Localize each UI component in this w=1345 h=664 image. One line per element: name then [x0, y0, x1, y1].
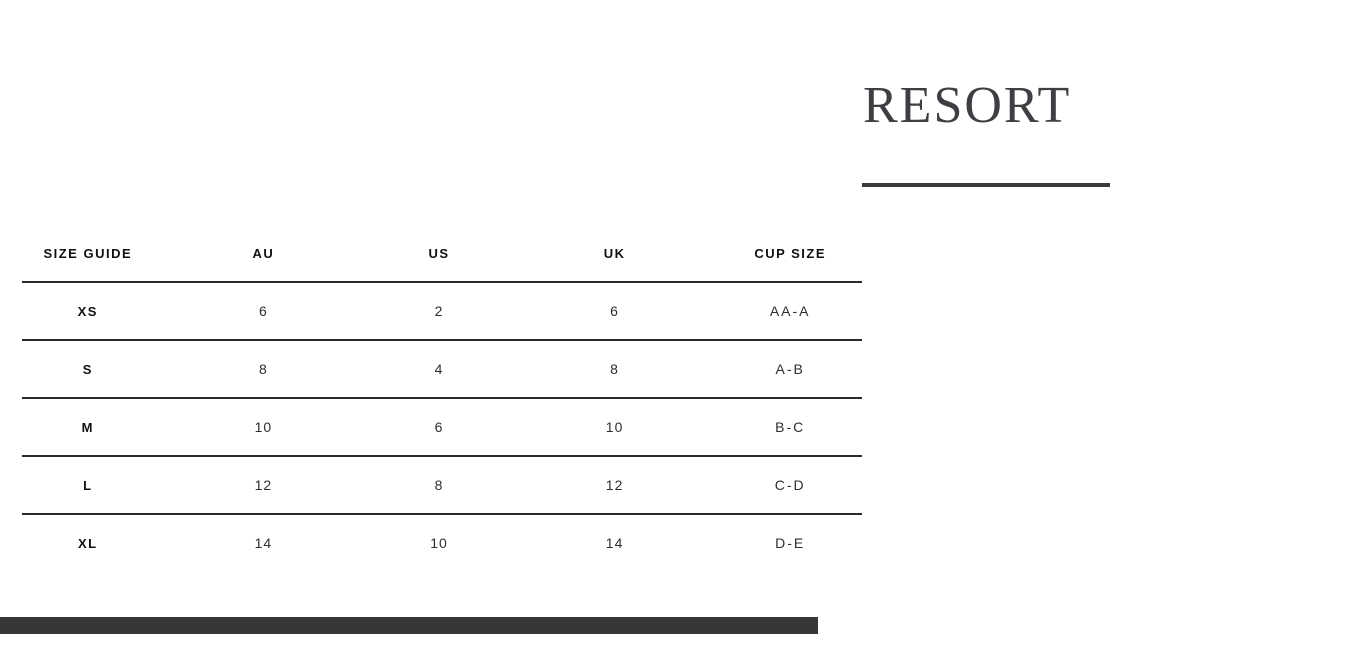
- us-value: 2: [434, 303, 444, 319]
- au-value: 8: [258, 361, 268, 377]
- us-value: 6: [434, 419, 444, 435]
- row-divider: [22, 455, 862, 457]
- table-row: M 10 6 10 B-C: [0, 399, 878, 455]
- title-underline: [862, 183, 1110, 187]
- cup-size-value: B-C: [775, 419, 806, 435]
- table-row: XL 14 10 14 D-E: [0, 515, 878, 571]
- column-header-us: US: [428, 245, 450, 261]
- uk-value: 14: [605, 535, 624, 551]
- cup-size-value: C-D: [774, 477, 806, 493]
- us-value: 8: [434, 477, 444, 493]
- table-header-row: SIZE GUIDE AU US UK CUP SIZE: [0, 225, 878, 281]
- column-header-uk: UK: [603, 245, 626, 261]
- size-label: M: [81, 419, 94, 435]
- row-divider: [22, 397, 862, 399]
- uk-value: 6: [610, 303, 619, 319]
- cup-size-value: AA-A: [769, 303, 811, 319]
- cup-size-value: D-E: [775, 535, 806, 551]
- au-value: 10: [254, 419, 273, 435]
- us-value: 4: [434, 361, 444, 377]
- au-value: 14: [254, 535, 273, 551]
- uk-value: 12: [605, 477, 624, 493]
- row-divider: [22, 281, 862, 283]
- size-label: L: [83, 477, 93, 493]
- table-row: S 8 4 8 A-B: [0, 341, 878, 397]
- row-divider: [22, 513, 862, 515]
- au-value: 6: [258, 303, 268, 319]
- us-value: 10: [430, 535, 448, 551]
- size-guide-table: SIZE GUIDE AU US UK CUP SIZE XS 6 2 6 AA…: [0, 225, 878, 571]
- au-value: 12: [254, 477, 273, 493]
- size-label: S: [82, 361, 93, 377]
- column-header-size-guide: SIZE GUIDE: [43, 245, 133, 261]
- cup-size-value: A-B: [775, 361, 805, 377]
- page-title: RESORT: [863, 77, 1072, 134]
- table-row: XS 6 2 6 AA-A: [0, 283, 878, 339]
- uk-value: 8: [610, 361, 619, 377]
- row-divider: [22, 339, 862, 341]
- uk-value: 10: [605, 419, 624, 435]
- column-header-au: AU: [252, 245, 275, 261]
- table-row: L 12 8 12 C-D: [0, 457, 878, 513]
- column-header-cup-size: CUP SIZE: [754, 245, 827, 261]
- size-label: XL: [77, 535, 98, 551]
- size-label: XS: [77, 303, 98, 319]
- bottom-bar: [0, 617, 818, 634]
